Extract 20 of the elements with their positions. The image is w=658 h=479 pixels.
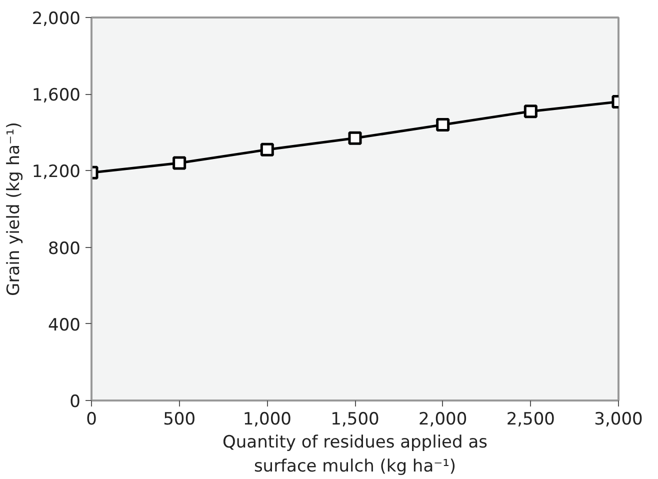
x-tick-label: 1,000	[242, 410, 292, 430]
x-tick-label: 1,500	[330, 410, 380, 430]
x-tick-label: 2,000	[418, 410, 468, 430]
point	[348, 131, 362, 145]
x-tick-label: 0	[86, 410, 97, 430]
y-tick-label: 1,200	[32, 162, 81, 182]
x-tick-label: 2,500	[506, 410, 556, 430]
x-tick-label: 500	[163, 410, 196, 430]
y-tick-label: 0	[70, 392, 81, 412]
y-tick-label: 800	[48, 238, 81, 259]
y-tick-label: 400	[48, 315, 81, 336]
y-tick-label: 2,000	[32, 9, 81, 29]
point	[436, 118, 450, 132]
y-axis-title: Grain yield (kg ha⁻¹)	[4, 122, 24, 296]
y-tick-label: 1,600	[32, 86, 81, 106]
point	[172, 156, 186, 170]
point	[524, 104, 538, 118]
x-tick-label: 3,000	[594, 410, 643, 430]
x-axis-title: Quantity of residues applied as surface mulch (kg ha⁻¹)	[222, 432, 488, 476]
point	[260, 142, 274, 156]
